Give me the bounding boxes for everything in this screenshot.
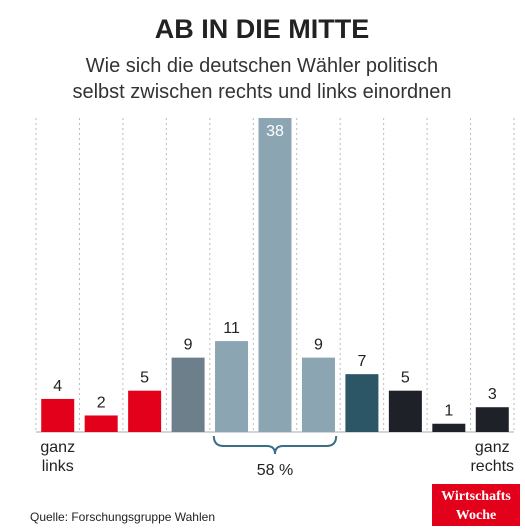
- value-label: 9: [184, 337, 193, 354]
- x-tick-label: ganz rechts: [470, 439, 514, 475]
- bar: [84, 415, 118, 432]
- value-label: 4: [53, 378, 62, 395]
- value-label: 9: [314, 337, 323, 354]
- value-label: 1: [444, 403, 453, 420]
- bar: [432, 423, 466, 432]
- source: Quelle: Forschungsgruppe Wahlen: [30, 510, 215, 524]
- value-label: 2: [97, 394, 106, 411]
- value-label: 11: [223, 320, 240, 337]
- subtitle: selbst zwischen rechts und links einordn…: [72, 81, 451, 103]
- value-label: 3: [488, 386, 497, 403]
- chart-title: AB IN DIE MITTE: [155, 14, 370, 44]
- value-label: 5: [401, 370, 410, 387]
- x-tick-label: ganz links: [40, 439, 75, 475]
- bar: [301, 357, 335, 432]
- bar: [475, 407, 509, 432]
- bar: [171, 357, 205, 432]
- subtitle: Wie sich die deutschen Wähler politisch: [86, 55, 438, 77]
- value-label: 5: [140, 370, 149, 387]
- bar: [41, 398, 75, 432]
- brace: [212, 435, 338, 455]
- logo-box: [432, 484, 520, 526]
- bar: [215, 341, 249, 432]
- logo: Wirtschafts: [441, 489, 511, 504]
- logo: Woche: [456, 508, 496, 523]
- bar: [345, 374, 379, 432]
- value-label: 38: [266, 123, 284, 140]
- bar: [388, 390, 422, 432]
- bar: [258, 118, 292, 432]
- annotation: 58 %: [257, 462, 293, 479]
- value-label: 7: [357, 353, 366, 370]
- bar: [128, 390, 162, 432]
